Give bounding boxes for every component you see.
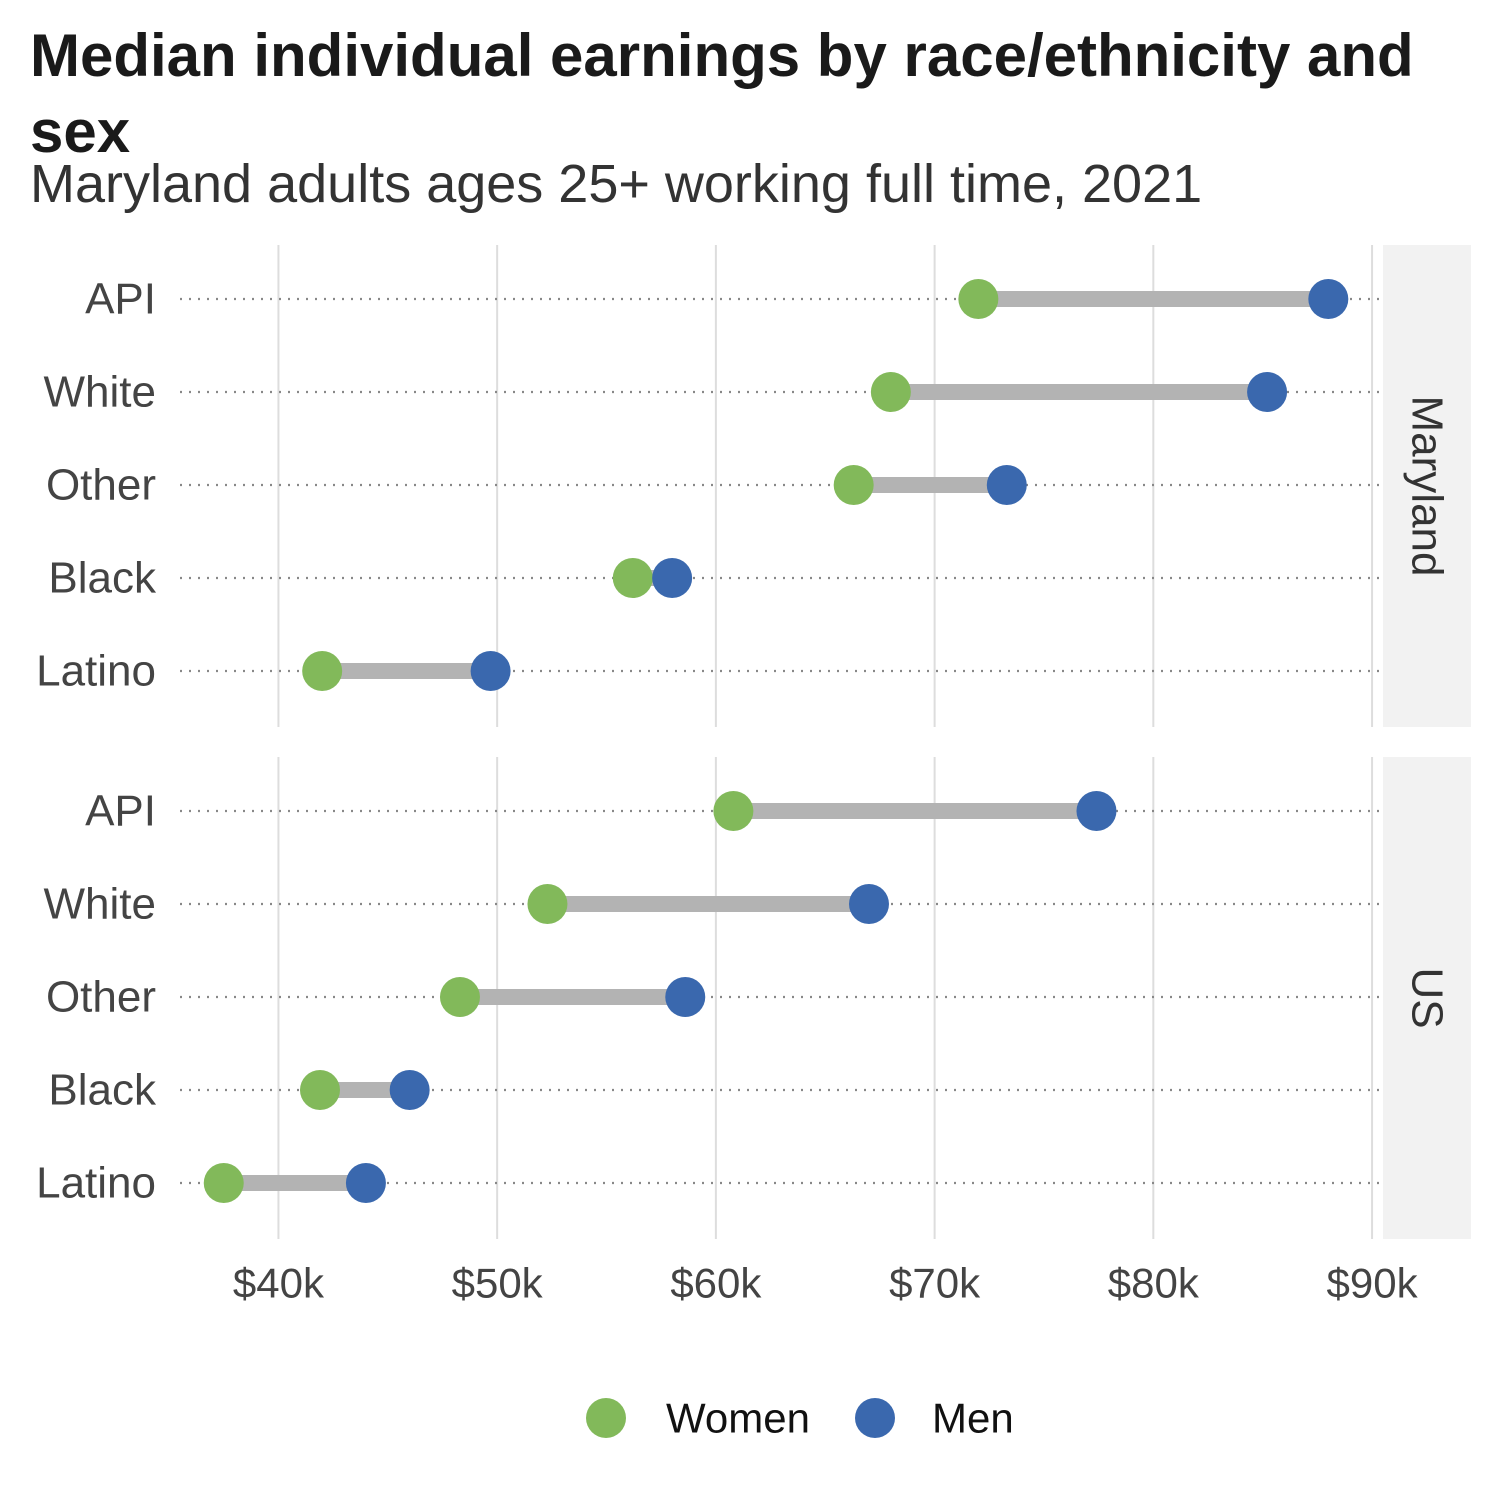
category-label: Black xyxy=(48,554,157,603)
women-point xyxy=(713,791,754,831)
legend-women-swatch xyxy=(586,1398,626,1438)
women-point xyxy=(958,279,999,319)
category-label: Other xyxy=(46,461,156,510)
women-point xyxy=(870,372,911,412)
men-point xyxy=(345,1163,386,1203)
women-point xyxy=(299,1070,340,1110)
men-point xyxy=(652,558,693,598)
men-point xyxy=(986,465,1027,505)
facet-strip xyxy=(1383,245,1471,727)
category-label: API xyxy=(85,787,156,836)
women-point xyxy=(833,465,874,505)
x-tick-label: $50k xyxy=(452,1260,544,1307)
x-tick-label: $70k xyxy=(889,1260,981,1307)
men-point xyxy=(1308,279,1349,319)
men-point xyxy=(389,1070,430,1110)
men-point xyxy=(1076,791,1117,831)
category-label: API xyxy=(85,275,156,324)
women-point xyxy=(527,884,568,924)
x-tick-label: $40k xyxy=(233,1260,325,1307)
chart-title: Median individual earnings by race/ethni… xyxy=(30,22,1414,165)
category-label: Latino xyxy=(36,647,156,696)
facet-label: US xyxy=(1403,967,1452,1028)
legend-men-label: Men xyxy=(932,1395,1014,1442)
men-point xyxy=(665,977,706,1017)
women-point xyxy=(612,558,653,598)
women-point xyxy=(302,651,343,691)
x-tick-label: $90k xyxy=(1327,1260,1419,1307)
facet-label: Maryland xyxy=(1403,396,1452,577)
women-point xyxy=(439,977,480,1017)
men-point xyxy=(848,884,889,924)
legend-men-swatch xyxy=(855,1398,895,1438)
x-tick-label: $80k xyxy=(1108,1260,1200,1307)
men-point xyxy=(1247,372,1288,412)
category-label: Latino xyxy=(36,1159,156,1208)
category-label: Black xyxy=(48,1066,157,1115)
category-label: White xyxy=(44,368,156,417)
legend-women-label: Women xyxy=(666,1395,810,1442)
facet-strip xyxy=(1383,757,1471,1239)
category-label: White xyxy=(44,880,156,929)
x-tick-label: $60k xyxy=(670,1260,762,1307)
category-label: Other xyxy=(46,973,156,1022)
men-point xyxy=(470,651,511,691)
chart-subtitle: Maryland adults ages 25+ working full ti… xyxy=(30,154,1203,214)
women-point xyxy=(203,1163,244,1203)
